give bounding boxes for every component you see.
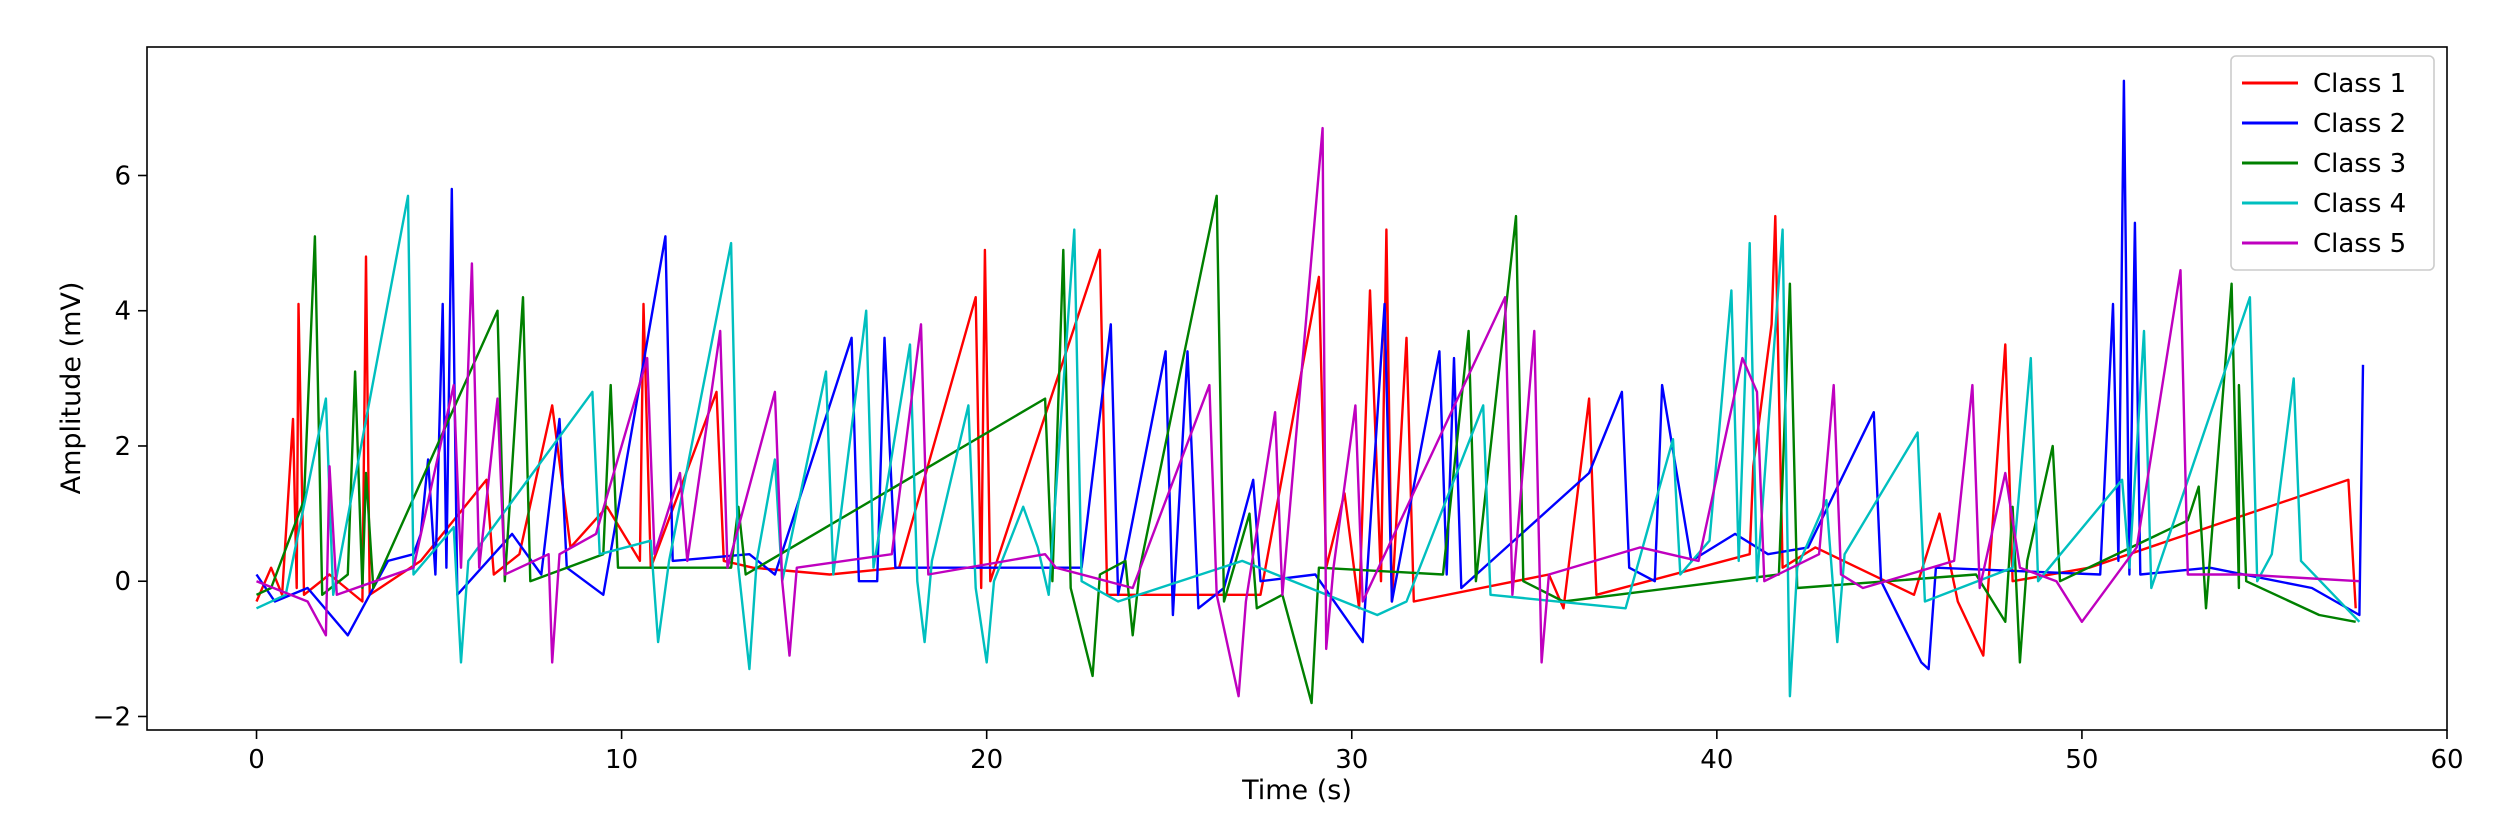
legend-label-3: Class 3 [2313,149,2406,179]
legend: Class 1 Class 2 Class 3 Class 4 Class 5 [2230,55,2435,271]
series-line-2 [255,79,2365,671]
y-tick-label: 0 [114,567,131,597]
x-tick-label: 60 [2430,745,2463,775]
plot-frame [146,46,2448,731]
x-tick-label: 10 [605,745,638,775]
series-line-4 [255,194,2361,698]
series-line-3 [255,194,2356,705]
y-tick-label: 4 [114,297,131,327]
y-tick-label: −2 [93,702,131,732]
y-axis-label: Amplitude (mV) [56,282,87,495]
x-tick-label: 0 [248,745,265,775]
x-tick-label: 30 [1335,745,1368,775]
legend-label-2: Class 2 [2313,109,2406,139]
series-line-1 [255,214,2357,657]
x-tick-label: 40 [1700,745,1733,775]
legend-label-5: Class 5 [2313,229,2406,259]
x-tick-label: 20 [970,745,1003,775]
legend-label-4: Class 4 [2313,189,2406,219]
legend-label-1: Class 1 [2313,69,2406,99]
series-line-5 [256,126,2360,698]
y-tick-label: 2 [114,432,131,462]
x-axis-label: Time (s) [1241,775,1352,806]
x-tick-label: 50 [2065,745,2098,775]
legend-box [2230,55,2435,271]
y-tick-label: 6 [114,161,131,191]
